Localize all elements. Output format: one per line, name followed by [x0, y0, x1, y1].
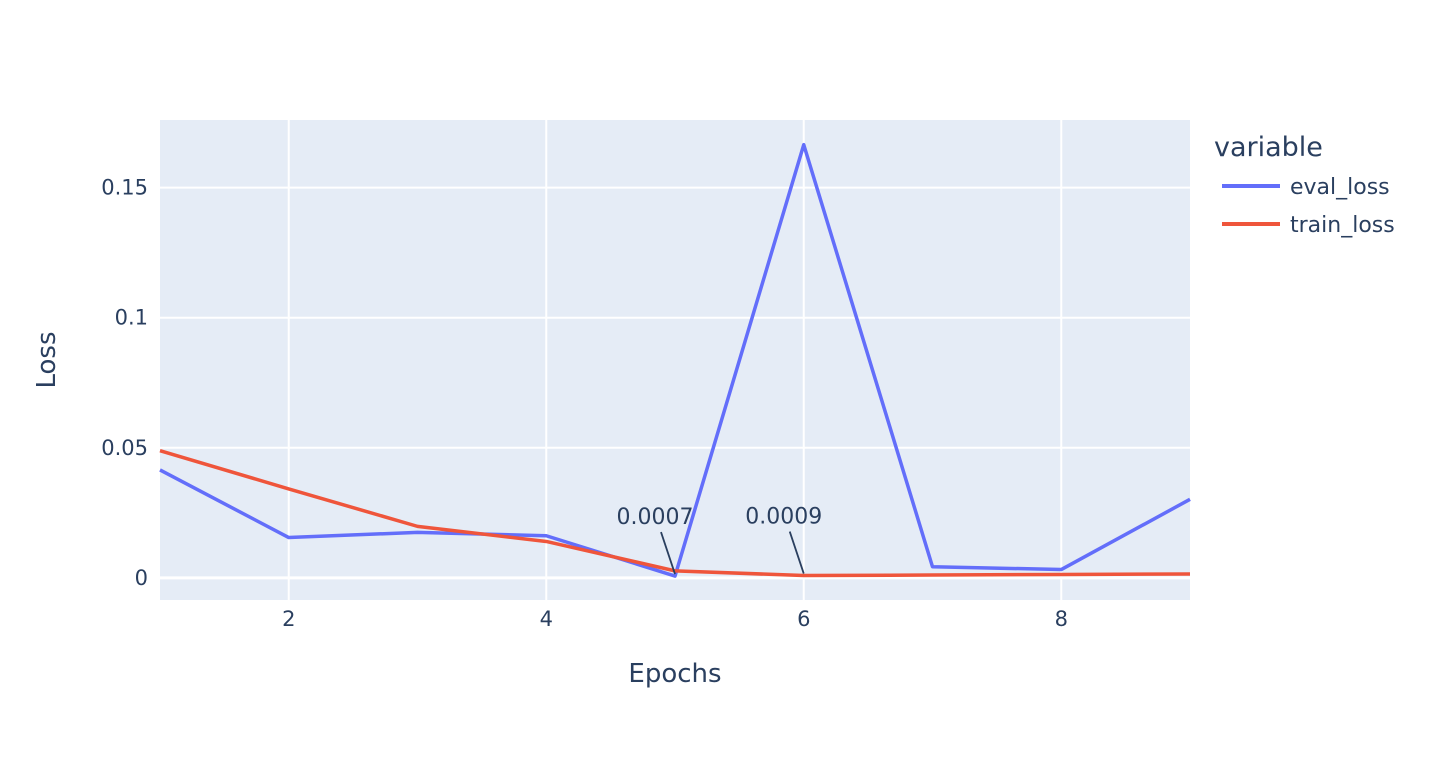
- y-tick-label: 0.05: [101, 436, 148, 460]
- x-tick-label: 4: [540, 607, 553, 631]
- series-line-train-loss: [159, 448, 1191, 578]
- annotation-arrow: [788, 531, 805, 574]
- x-tick-label: 8: [1055, 607, 1068, 631]
- series-lines: [159, 142, 1191, 578]
- annotation-label: 0.0007: [617, 505, 694, 530]
- legend-title: variable: [1214, 132, 1323, 163]
- y-tick-label: 0: [135, 566, 148, 590]
- y-tick-label: 0.1: [115, 306, 148, 330]
- x-tick-label: 6: [797, 607, 810, 631]
- y-axis-ticks: 0 0.05 0.1 0.15: [101, 176, 148, 590]
- plot-background: [160, 120, 1190, 600]
- legend-label: train_loss: [1290, 213, 1395, 238]
- annotation-label: 0.0009: [745, 505, 822, 530]
- y-axis-title: Loss: [32, 331, 62, 388]
- x-axis-ticks: 2 4 6 8: [282, 607, 1068, 631]
- x-tick-label: 2: [282, 607, 295, 631]
- x-axis-title: Epochs: [628, 659, 721, 689]
- annotations: 0.0007 0.0009: [617, 505, 822, 575]
- y-tick-label: 0.15: [101, 176, 148, 200]
- legend-items: eval_loss train_loss: [1222, 175, 1395, 238]
- legend: variable eval_loss train_loss: [1214, 132, 1395, 238]
- series-line-eval-loss: [159, 142, 1191, 578]
- legend-label: eval_loss: [1290, 175, 1390, 200]
- grid-lines: [160, 120, 1190, 600]
- annotation-arrow: [660, 531, 676, 575]
